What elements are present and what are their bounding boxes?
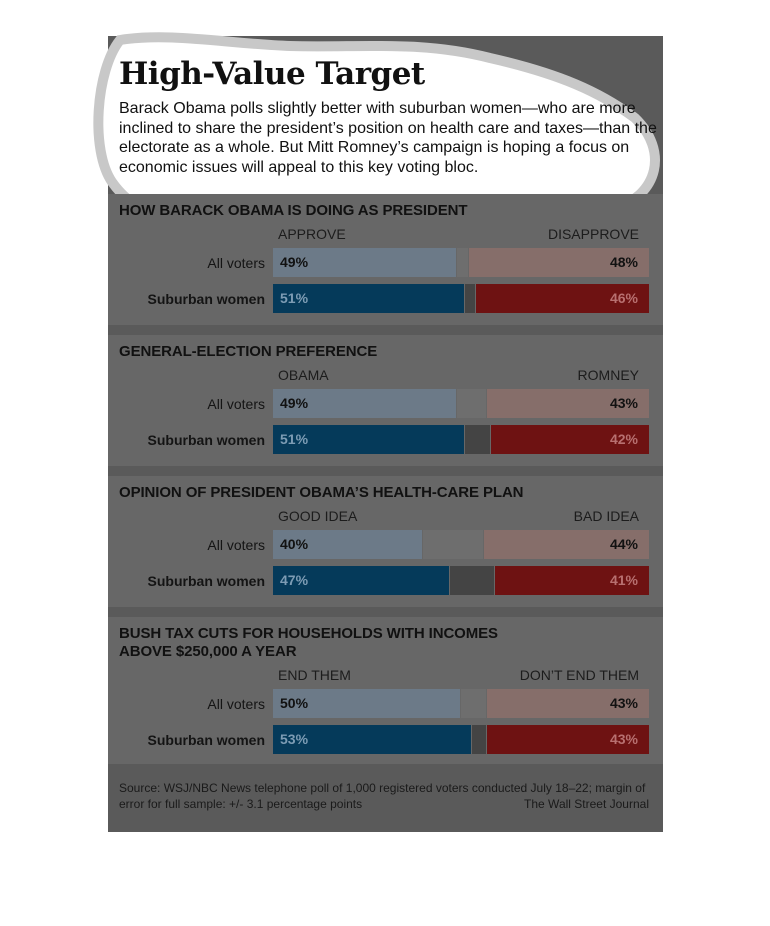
bar-don-t-end-them [487, 689, 649, 718]
data-label: 43% [609, 395, 638, 411]
chart-panel-3: OPINION OF PRESIDENT OBAMA’S HEALTH-CARE… [108, 476, 663, 607]
bar-romney [491, 425, 649, 454]
data-label: 43% [609, 731, 638, 747]
row-label: All voters [207, 396, 265, 412]
data-label: 46% [609, 290, 638, 306]
bar-obama [273, 389, 457, 418]
left-column-label: END THEM [278, 667, 351, 683]
right-column-label: DISAPPROVE [547, 226, 639, 242]
bar-undecided [457, 248, 468, 277]
data-label: 44% [609, 536, 638, 552]
bar-end-them [273, 725, 472, 754]
data-label: 42% [609, 431, 638, 447]
data-label: 41% [609, 572, 638, 588]
data-label: 49% [280, 254, 309, 270]
right-column-label: ROMNEY [577, 367, 639, 383]
panel-title: HOW BARACK OBAMA IS DOING AS PRESIDENT [119, 202, 468, 219]
row-label: Suburban women [147, 291, 265, 307]
data-label: 40% [280, 536, 309, 552]
row-label: Suburban women [147, 573, 265, 589]
bar-undecided [423, 530, 483, 559]
bar-good-idea [273, 530, 423, 559]
bar-bad-idea [483, 530, 649, 559]
bar-undecided [457, 389, 487, 418]
source-note: Source: WSJ/NBC News telephone poll of 1… [119, 781, 646, 811]
bar-undecided [472, 725, 487, 754]
chart-subtitle: Barack Obama polls slightly better with … [119, 100, 657, 176]
row-label: All voters [207, 255, 265, 271]
credit: The Wall Street Journal [524, 797, 649, 811]
row-label: All voters [207, 537, 265, 553]
right-column-label: BAD IDEA [573, 508, 639, 524]
chart-panel-4: BUSH TAX CUTS FOR HOUSEHOLDS WITH INCOME… [108, 617, 663, 764]
bar-disapprove [468, 248, 649, 277]
data-label: 51% [280, 290, 309, 306]
bar-approve [273, 248, 457, 277]
row-label: Suburban women [147, 732, 265, 748]
right-column-label: DON’T END THEM [519, 667, 639, 683]
bar-bad-idea [494, 566, 649, 595]
row-label: All voters [207, 696, 265, 712]
panel-title: OPINION OF PRESIDENT OBAMA’S HEALTH-CARE… [119, 484, 524, 501]
bar-undecided [449, 566, 494, 595]
chart-title: High-Value Target [119, 56, 425, 92]
data-label: 47% [280, 572, 309, 588]
bar-approve [273, 284, 464, 313]
panel-title: BUSH TAX CUTS FOR HOUSEHOLDS WITH INCOME… [119, 625, 498, 660]
bar-disapprove [476, 284, 649, 313]
bar-undecided [461, 689, 487, 718]
data-label: 53% [280, 731, 309, 747]
data-label: 48% [609, 254, 638, 270]
data-label: 50% [280, 695, 309, 711]
chart-panel-1: HOW BARACK OBAMA IS DOING AS PRESIDENT AP… [108, 194, 663, 325]
bar-end-them [273, 689, 460, 718]
panel-title: GENERAL-ELECTION PREFERENCE [119, 343, 378, 360]
left-column-label: OBAMA [278, 367, 329, 383]
chart-panel-2: GENERAL-ELECTION PREFERENCE OBAMA ROMNEY Al… [108, 335, 663, 466]
left-column-label: GOOD IDEA [278, 508, 358, 524]
bar-undecided [464, 425, 491, 454]
left-column-label: APPROVE [278, 226, 346, 242]
row-label: Suburban women [147, 432, 265, 448]
bar-undecided [464, 284, 476, 313]
data-label: 49% [280, 395, 309, 411]
bar-don-t-end-them [487, 725, 649, 754]
bar-obama [273, 425, 464, 454]
bar-romney [487, 389, 649, 418]
bar-good-idea [273, 566, 449, 595]
data-label: 43% [609, 695, 638, 711]
data-label: 51% [280, 431, 309, 447]
